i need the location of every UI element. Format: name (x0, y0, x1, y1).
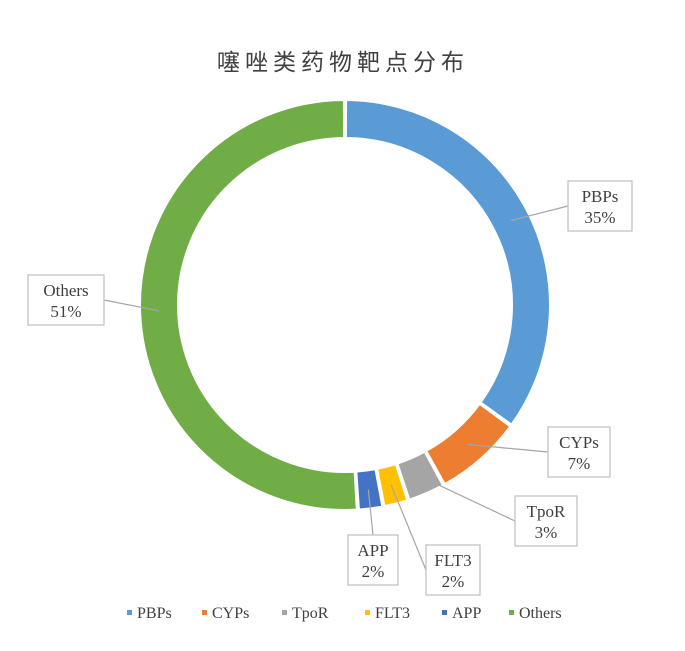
slice-app (355, 468, 384, 511)
legend-swatch-app (442, 610, 447, 615)
label-value-pbps: 35% (584, 208, 615, 227)
data-label-flt3: FLT3 2% (390, 484, 481, 596)
slice-pbps (344, 98, 551, 427)
label-value-app: 2% (362, 562, 385, 581)
slice-flt3 (375, 462, 409, 508)
chart-title: 噻唑类药物靶点分布 (217, 50, 469, 76)
legend: PBPs CYPs TpoR FLT3 APP Others (127, 605, 562, 622)
data-label-pbps: PBPs 35% (510, 180, 633, 232)
legend-label-tpor: TpoR (292, 605, 329, 622)
label-name-flt3: FLT3 (434, 551, 471, 570)
data-label-tpor: TpoR 3% (418, 475, 578, 547)
label-name-cyps: CYPs (559, 433, 599, 452)
label-name-tpor: TpoR (527, 502, 566, 521)
legend-swatch-cyps (202, 610, 207, 615)
label-value-flt3: 2% (442, 572, 465, 591)
legend-item-app: APP (442, 605, 481, 622)
donut-slices (138, 98, 551, 511)
legend-swatch-flt3 (365, 610, 370, 615)
label-name-pbps: PBPs (582, 187, 619, 206)
leader-line-others (103, 299, 160, 312)
label-name-app: APP (357, 541, 388, 560)
legend-item-pbps: PBPs (127, 605, 172, 622)
legend-label-app: APP (452, 605, 481, 622)
label-box-tpor (514, 495, 578, 547)
legend-swatch-tpor (282, 610, 287, 615)
label-value-others: 51% (50, 302, 81, 321)
label-name-others: Others (43, 281, 88, 300)
legend-item-flt3: FLT3 (365, 605, 410, 622)
legend-item-tpor: TpoR (282, 605, 329, 622)
legend-label-others: Others (519, 605, 562, 622)
legend-swatch-pbps (127, 610, 132, 615)
slice-others (138, 98, 358, 511)
legend-label-pbps: PBPs (137, 605, 172, 622)
label-box-others (27, 274, 105, 326)
legend-item-others: Others (509, 605, 562, 622)
label-box-flt3 (425, 544, 481, 596)
label-value-cyps: 7% (568, 454, 591, 473)
leader-line-cyps (467, 443, 549, 453)
legend-label-flt3: FLT3 (375, 605, 410, 622)
leader-line-flt3 (390, 484, 427, 571)
data-label-app: APP 2% (347, 489, 399, 586)
leader-line-tpor (418, 475, 516, 522)
label-box-app (347, 534, 399, 586)
label-box-pbps (567, 180, 633, 232)
data-label-others: Others 51% (27, 274, 160, 326)
legend-item-cyps: CYPs (202, 605, 249, 622)
leader-line-pbps (510, 205, 569, 222)
label-box-cyps (547, 426, 611, 478)
data-label-cyps: CYPs 7% (467, 426, 611, 478)
label-value-tpor: 3% (535, 523, 558, 542)
legend-swatch-others (509, 610, 514, 615)
legend-label-cyps: CYPs (212, 605, 249, 622)
data-labels: PBPs 35% CYPs 7% TpoR 3% FLT3 2% APP 2% Others 51% (27, 180, 633, 596)
leader-line-app (367, 489, 374, 536)
